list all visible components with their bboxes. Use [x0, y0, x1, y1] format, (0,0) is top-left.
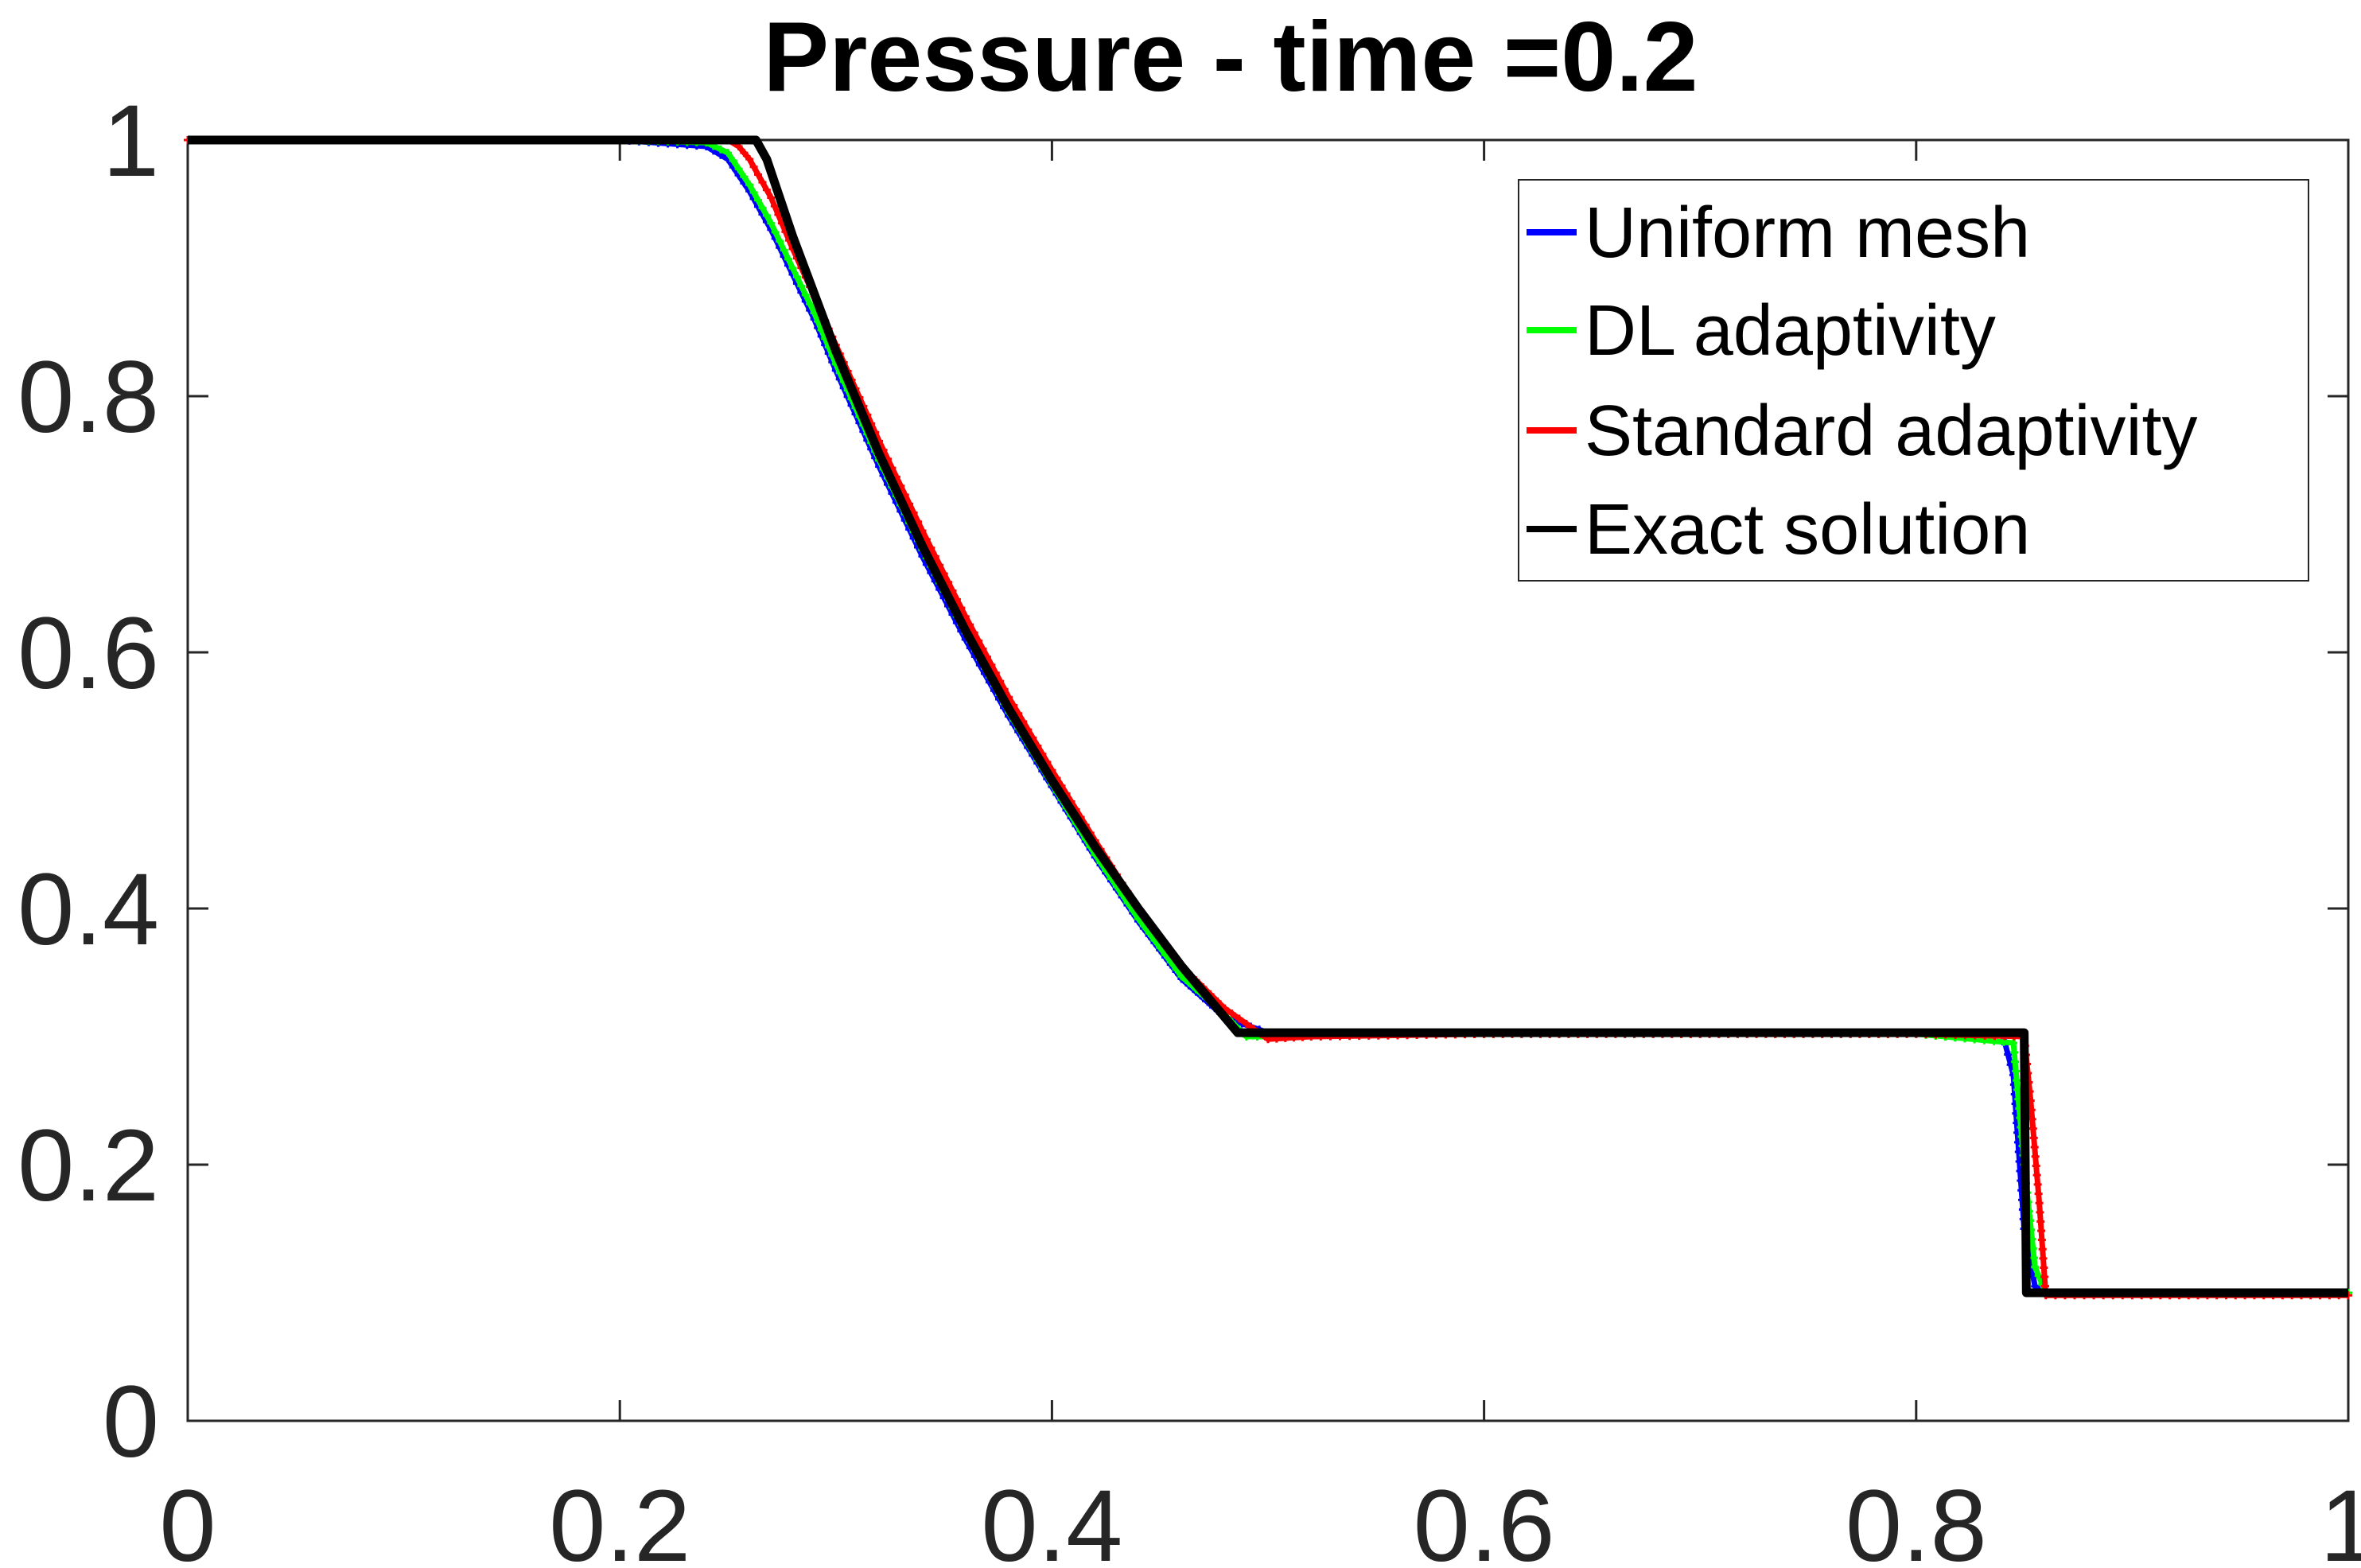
data-point-dl-adaptivity [2029, 1254, 2038, 1263]
data-point-dl-adaptivity [2011, 1057, 2020, 1066]
data-point-standard-adaptivity [2028, 1124, 2037, 1133]
data-point-dl-adaptivity [2010, 1048, 2019, 1056]
data-point-dl-adaptivity [745, 181, 754, 189]
data-point-dl-adaptivity [2013, 1085, 2022, 1094]
data-point-dl-adaptivity [780, 246, 788, 255]
legend-label-dl-adaptivity: DL adaptivity [1585, 291, 1996, 371]
data-point-standard-adaptivity [1235, 1014, 1243, 1023]
data-point-standard-adaptivity [2032, 1171, 2041, 1180]
data-point-dl-adaptivity [2009, 1039, 2018, 1048]
data-point-standard-adaptivity [1242, 1019, 1251, 1028]
legend-entry-uniform-mesh: Uniform mesh [1527, 193, 2030, 273]
legend-label-exact-solution: Exact solution [1585, 490, 2030, 570]
data-point-dl-adaptivity [776, 237, 784, 246]
data-point-standard-adaptivity [2037, 1235, 2046, 1244]
data-point-standard-adaptivity [2039, 1254, 2048, 1263]
legend-label-uniform-mesh: Uniform mesh [1585, 193, 2030, 273]
data-point-dl-adaptivity [2034, 1271, 2043, 1280]
data-point-dl-adaptivity [771, 228, 780, 236]
y-tick-label: 0 [103, 1365, 159, 1479]
data-point-dl-adaptivity [2031, 1263, 2040, 1271]
data-point-standard-adaptivity [770, 202, 779, 211]
legend: Uniform mesh DL adaptivity Standard adap… [1518, 179, 2309, 582]
data-point-standard-adaptivity [931, 552, 939, 561]
data-point-standard-adaptivity [745, 155, 754, 164]
x-axis: 0 0.2 0.4 0.6 0.8 1 [159, 140, 2361, 1568]
legend-entry-exact-solution: Exact solution [1527, 490, 2030, 570]
data-point-dl-adaptivity [724, 149, 732, 158]
data-point-standard-adaptivity [927, 543, 935, 552]
data-point-dl-adaptivity [740, 173, 749, 181]
data-point-standard-adaptivity [2031, 1152, 2040, 1161]
data-point-standard-adaptivity [2040, 1273, 2049, 1282]
x-tick-label: 0.2 [549, 1469, 690, 1568]
data-point-standard-adaptivity [2036, 1208, 2044, 1216]
data-point-uniform-mesh [2004, 1050, 2013, 1059]
data-point-dl-adaptivity [729, 157, 737, 165]
legend-entry-standard-adaptivity: Standard adaptivity [1527, 391, 2198, 471]
data-point-standard-adaptivity [2040, 1263, 2048, 1272]
data-point-standard-adaptivity [935, 561, 944, 570]
data-point-standard-adaptivity [2038, 1245, 2047, 1254]
y-tick-label: 0.6 [18, 597, 159, 710]
y-tick-label: 1 [103, 84, 159, 198]
data-point-standard-adaptivity [2028, 1115, 2036, 1123]
data-point-standard-adaptivity [2037, 1227, 2046, 1235]
data-point-dl-adaptivity [767, 219, 776, 228]
data-point-standard-adaptivity [754, 170, 763, 179]
data-point-dl-adaptivity [716, 145, 725, 154]
legend-box [1518, 179, 2309, 582]
series-line-exact-solution [188, 135, 2348, 1298]
data-point-dl-adaptivity [784, 255, 793, 263]
data-point-standard-adaptivity [2033, 1180, 2042, 1189]
series-layer [184, 135, 2352, 1300]
chart-title: Pressure - time =0.2 [763, 2, 1698, 112]
x-tick-label: 1 [2320, 1469, 2361, 1568]
data-point-dl-adaptivity [762, 211, 771, 220]
data-point-dl-adaptivity [1177, 972, 1186, 981]
legend-entry-dl-adaptivity: DL adaptivity [1527, 291, 1996, 371]
data-point-dl-adaptivity [788, 264, 797, 272]
data-point-dl-adaptivity [806, 300, 815, 309]
data-point-standard-adaptivity [2030, 1143, 2039, 1152]
legend-label-standard-adaptivity: Standard adaptivity [1585, 391, 2198, 471]
data-point-standard-adaptivity [2036, 1217, 2045, 1226]
data-point-dl-adaptivity [734, 165, 743, 173]
data-point-standard-adaptivity [922, 535, 931, 543]
y-tick-label: 0.2 [18, 1109, 159, 1223]
data-point-standard-adaptivity [762, 185, 771, 194]
data-point-dl-adaptivity [758, 204, 767, 212]
x-tick-label: 0.6 [1414, 1469, 1555, 1568]
data-point-standard-adaptivity [2029, 1134, 2038, 1142]
x-tick-label: 0 [159, 1469, 216, 1568]
data-point-dl-adaptivity [749, 189, 758, 197]
data-point-dl-adaptivity [2012, 1067, 2021, 1076]
data-point-standard-adaptivity [758, 178, 767, 187]
data-point-standard-adaptivity [2035, 1199, 2044, 1208]
data-point-dl-adaptivity [2013, 1076, 2021, 1085]
y-tick-label: 0.8 [18, 340, 159, 454]
y-tick-label: 0.4 [18, 853, 159, 967]
y-axis: 0 0.2 0.4 0.6 0.8 1 [18, 84, 2348, 1479]
data-point-standard-adaptivity [767, 193, 776, 202]
data-point-dl-adaptivity [792, 273, 801, 282]
data-point-dl-adaptivity [2028, 1244, 2037, 1253]
data-point-standard-adaptivity [740, 149, 749, 158]
data-point-dl-adaptivity [797, 282, 806, 290]
x-tick-label: 0.4 [981, 1469, 1122, 1568]
data-point-dl-adaptivity [754, 196, 763, 204]
data-point-standard-adaptivity [1227, 1010, 1236, 1018]
series-exact-solution [188, 135, 2348, 1298]
data-point-standard-adaptivity [2034, 1189, 2043, 1198]
data-point-standard-adaptivity [2032, 1161, 2040, 1170]
data-point-standard-adaptivity [749, 162, 758, 171]
data-point-dl-adaptivity [801, 290, 810, 299]
x-tick-label: 0.8 [1846, 1469, 1987, 1568]
